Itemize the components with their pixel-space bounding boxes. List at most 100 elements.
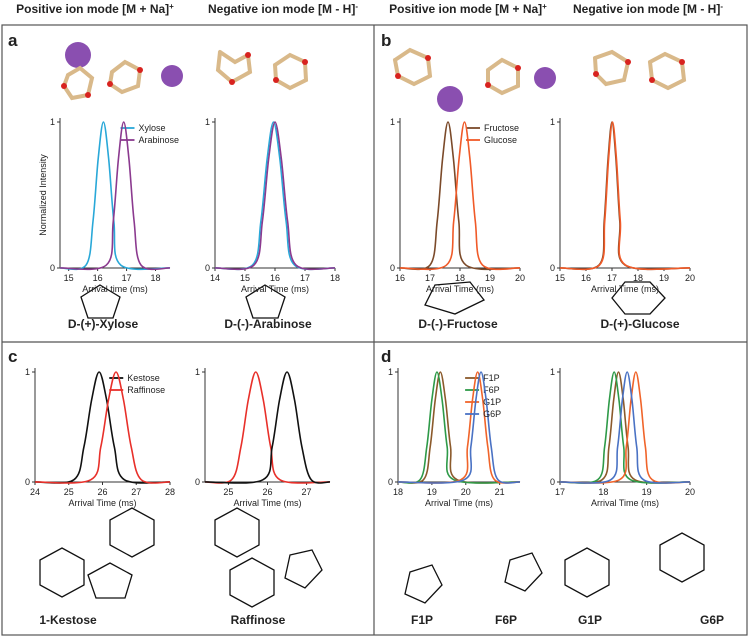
header-text: Positive ion mode [M + Na] — [389, 2, 542, 16]
curve — [559, 371, 691, 484]
y-tick-label: 0 — [390, 263, 395, 273]
x-tick-label: 20 — [461, 487, 471, 497]
x-tick-label: 21 — [495, 487, 505, 497]
x-tick-label: 17 — [607, 273, 617, 283]
x-tick-label: 16 — [581, 273, 591, 283]
legend-label: Fructose — [484, 123, 519, 133]
y-axis-label: Normalized Intensity — [38, 154, 48, 236]
curve — [204, 371, 331, 484]
curve — [397, 371, 521, 484]
x-tick-label: 14 — [210, 273, 220, 283]
header: Positive ion mode [M + Na]+ — [16, 2, 174, 17]
molecule-label: Raffinose — [231, 613, 286, 627]
x-tick-label: 17 — [122, 273, 132, 283]
x-tick-label: 18 — [330, 273, 340, 283]
ball-stick-models — [61, 42, 687, 112]
y-tick-label: 0 — [550, 263, 555, 273]
y-tick-label: 0 — [205, 263, 210, 273]
x-tick-label: 16 — [270, 273, 280, 283]
curve — [34, 371, 171, 484]
x-tick-label: 17 — [555, 487, 565, 497]
molecule-label: F6P — [495, 613, 517, 627]
x-tick-label: 15 — [64, 273, 74, 283]
y-tick-label: 1 — [50, 117, 55, 127]
legend-label: Kestose — [127, 373, 160, 383]
legend-label: Arabinose — [139, 135, 180, 145]
molecule-label: G6P — [700, 613, 724, 627]
panel-label: a — [8, 31, 18, 50]
curve — [34, 371, 171, 484]
header-text: Positive ion mode [M + Na] — [16, 2, 169, 16]
line-chart: 0 1 17 18 19 20 Arrival Time (ms) — [550, 367, 695, 508]
panel-label: d — [381, 347, 391, 366]
molecule-label: G1P — [578, 613, 602, 627]
y-tick-label: 1 — [25, 367, 30, 377]
line-chart: 0 1 16 17 18 19 20 Arrival Time (ms) Fructose Glu… — [390, 117, 525, 294]
y-tick-label: 1 — [390, 117, 395, 127]
header: Negative ion mode [M - H]- — [208, 2, 358, 17]
x-tick-label: 19 — [659, 273, 669, 283]
y-tick-label: 0 — [550, 477, 555, 487]
molecule-label: D-(-)-Arabinose — [224, 317, 312, 331]
y-tick-label: 1 — [550, 367, 555, 377]
header-sup: + — [542, 2, 547, 11]
curve — [559, 121, 691, 271]
x-tick-label: 19 — [642, 487, 652, 497]
header-sup: - — [355, 2, 358, 11]
x-tick-label: 15 — [240, 273, 250, 283]
y-tick-label: 0 — [195, 477, 200, 487]
y-tick-label: 1 — [195, 367, 200, 377]
header-text: Negative ion mode [M - H] — [573, 2, 720, 16]
curve — [399, 121, 521, 271]
curve — [397, 371, 521, 484]
curve — [399, 121, 521, 271]
molecule-label: D-(+)-Glucose — [600, 317, 679, 331]
y-tick-label: 0 — [50, 263, 55, 273]
line-chart: 0 1 24 25 26 27 28 Arrival Time (ms) Kestose Raff… — [25, 367, 175, 508]
y-tick-label: 0 — [25, 477, 30, 487]
x-tick-label: 16 — [395, 273, 405, 283]
curve — [214, 121, 336, 271]
legend-label: Glucose — [484, 135, 517, 145]
legend-label: F6P — [483, 385, 500, 395]
header: Negative ion mode [M - H]- — [573, 2, 723, 17]
y-tick-label: 1 — [388, 367, 393, 377]
x-axis-label: Arrival Time (ms) — [425, 498, 493, 508]
y-tick-label: 1 — [550, 117, 555, 127]
x-tick-label: 20 — [515, 273, 525, 283]
legend-label: G6P — [483, 409, 501, 419]
x-axis-label: Arrival Time (ms) — [591, 284, 659, 294]
x-tick-label: 20 — [685, 273, 695, 283]
curve — [559, 371, 691, 484]
x-tick-label: 19 — [427, 487, 437, 497]
x-tick-label: 15 — [555, 273, 565, 283]
legend-label: Raffinose — [127, 385, 165, 395]
header-sup: + — [169, 2, 174, 11]
x-axis-label: Arrival Time (ms) — [69, 498, 137, 508]
curve — [397, 371, 521, 484]
x-tick-label: 27 — [131, 487, 141, 497]
x-tick-label: 26 — [97, 487, 107, 497]
curve — [559, 371, 691, 484]
curve — [204, 371, 331, 484]
x-tick-label: 17 — [425, 273, 435, 283]
molecule-label: F1P — [411, 613, 433, 627]
curve — [214, 121, 336, 271]
legend-label: Xylose — [139, 123, 166, 133]
panel-label: b — [381, 31, 391, 50]
molecule-label: D-(-)-Fructose — [418, 317, 498, 331]
curve — [59, 121, 171, 271]
header-text: Negative ion mode [M - H] — [208, 2, 355, 16]
x-axis-label: Arrival Time (ms) — [241, 284, 309, 294]
curve — [559, 121, 691, 271]
x-tick-label: 18 — [633, 273, 643, 283]
x-tick-label: 18 — [393, 487, 403, 497]
x-axis-label: Arrival Time (ms) — [591, 498, 659, 508]
legend-label: G1P — [483, 397, 501, 407]
x-tick-label: 28 — [165, 487, 175, 497]
y-tick-label: 1 — [205, 117, 210, 127]
x-tick-label: 18 — [151, 273, 161, 283]
